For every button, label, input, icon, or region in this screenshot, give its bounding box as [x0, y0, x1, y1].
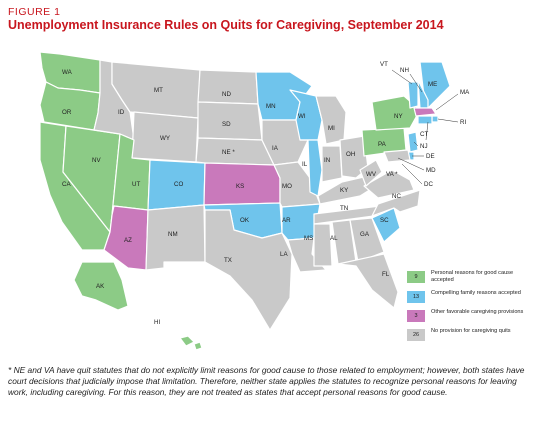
- figure-label: FIGURE 1: [8, 6, 61, 18]
- label-al: AL: [330, 235, 338, 242]
- label-tn: TN: [340, 205, 348, 212]
- legend-item-none: 26 No provision for caregiving quits: [407, 328, 531, 341]
- state-ct: [417, 115, 433, 125]
- label-nm: NM: [168, 231, 178, 238]
- label-ak: AK: [96, 283, 105, 290]
- label-wa: WA: [62, 69, 73, 76]
- label-md: MD: [426, 167, 436, 174]
- label-ne: NE *: [222, 149, 235, 156]
- label-id: ID: [118, 109, 125, 116]
- state-va: [363, 169, 415, 199]
- legend-item-compelling: 13 Compelling family reasons accepted: [407, 290, 531, 303]
- label-ri: RI: [460, 119, 466, 126]
- label-ia: IA: [272, 145, 279, 152]
- legend-label-none: No provision for caregiving quits: [431, 328, 511, 334]
- label-de: DE: [426, 153, 435, 160]
- state-ak: [73, 261, 129, 311]
- label-nj: NJ: [420, 143, 428, 150]
- state-tx: [204, 209, 293, 331]
- state-md: [383, 149, 411, 163]
- legend: 9 Personal reasons for good cause accept…: [407, 270, 531, 347]
- label-or: OR: [62, 109, 72, 116]
- legend-swatch-none: 26: [407, 329, 425, 341]
- state-in: [321, 145, 343, 183]
- label-ny: NY: [394, 113, 403, 120]
- state-ma: [413, 107, 437, 117]
- state-nd: [197, 69, 259, 105]
- label-ct: CT: [420, 131, 428, 138]
- label-ga: GA: [360, 231, 370, 238]
- label-mo: MO: [282, 183, 292, 190]
- label-nh: NH: [400, 67, 409, 74]
- legend-swatch-other: 3: [407, 310, 425, 322]
- label-la: LA: [280, 251, 288, 258]
- label-nv: NV: [92, 157, 101, 164]
- label-ma: MA: [460, 89, 470, 96]
- legend-label-personal: Personal reasons for good cause accepted: [431, 270, 514, 283]
- footnote: * NE and VA have quit statutes that do n…: [8, 365, 525, 397]
- legend-label-other: Other favorable caregiving provisions: [431, 309, 524, 315]
- label-co: CO: [174, 181, 183, 188]
- label-tx: TX: [224, 257, 232, 264]
- label-nd: ND: [222, 91, 231, 98]
- label-va: VA *: [386, 171, 398, 178]
- label-sd: SD: [222, 121, 231, 128]
- state-hi-2: [193, 341, 203, 351]
- label-ky: KY: [340, 187, 348, 194]
- state-sc: [371, 207, 401, 243]
- label-wv: WV: [366, 171, 377, 178]
- label-sc: SC: [380, 217, 389, 224]
- label-mn: MN: [266, 103, 276, 110]
- label-pa: PA: [378, 141, 387, 148]
- label-az: AZ: [124, 237, 132, 244]
- legend-swatch-compelling: 13: [407, 291, 425, 303]
- figure-title: Unemployment Insurance Rules on Quits fo…: [8, 18, 444, 32]
- state-nj: [407, 131, 419, 153]
- label-oh: OH: [346, 151, 355, 158]
- legend-label-compelling: Compelling family reasons accepted: [431, 290, 521, 296]
- label-ut: UT: [132, 181, 140, 188]
- label-dc: DC: [424, 181, 433, 188]
- state-ny: [371, 95, 421, 131]
- state-ri: [431, 115, 439, 123]
- label-nc: NC: [392, 193, 401, 200]
- state-vt: [407, 81, 419, 109]
- state-fl: [337, 253, 399, 309]
- label-me: ME: [428, 81, 437, 88]
- state-ms: [313, 223, 333, 267]
- label-mi: MI: [328, 125, 335, 132]
- label-ca: CA: [62, 181, 71, 188]
- label-ms: MS: [304, 235, 313, 242]
- state-ga: [349, 217, 385, 263]
- label-wi: WI: [298, 113, 306, 120]
- label-fl: FL: [382, 271, 390, 278]
- label-in: IN: [324, 157, 330, 164]
- legend-item-other: 3 Other favorable caregiving provisions: [407, 309, 531, 322]
- label-ks: KS: [236, 183, 244, 190]
- state-ne: [195, 137, 275, 166]
- label-wy: WY: [160, 135, 170, 142]
- label-il: IL: [302, 161, 308, 168]
- legend-swatch-personal: 9: [407, 271, 425, 283]
- label-mt: MT: [154, 87, 163, 94]
- label-vt: VT: [380, 61, 388, 68]
- label-ok: OK: [240, 217, 250, 224]
- state-hi: [179, 335, 195, 347]
- label-hi: HI: [154, 319, 160, 326]
- label-ar: AR: [282, 217, 291, 224]
- legend-item-personal: 9 Personal reasons for good cause accept…: [407, 270, 531, 284]
- state-nc: [371, 189, 421, 217]
- state-wv: [359, 159, 383, 187]
